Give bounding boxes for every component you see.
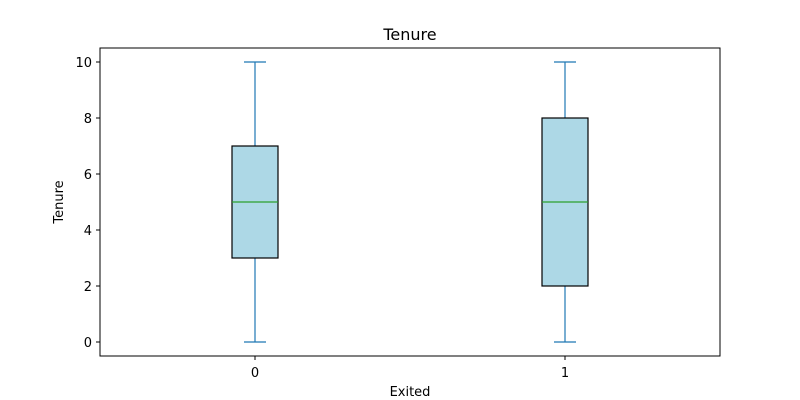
y-axis-label: Tenure — [52, 180, 67, 224]
box-series — [231, 61, 589, 343]
chart-title: Tenure — [382, 25, 436, 44]
x-tick-label: 0 — [251, 366, 259, 381]
y-axis: 0 2 4 6 8 10 — [75, 56, 100, 351]
x-tick-label: 1 — [561, 366, 569, 381]
y-tick-label: 0 — [84, 336, 92, 351]
box-plot-0 — [231, 61, 279, 343]
y-tick-label: 4 — [84, 224, 92, 239]
box-plot-1 — [541, 61, 589, 343]
y-tick-label: 6 — [84, 168, 92, 183]
y-tick-label: 2 — [84, 280, 92, 295]
x-axis-label: Exited — [390, 385, 431, 400]
y-tick-label: 10 — [75, 56, 92, 71]
plot-area — [99, 47, 721, 357]
y-tick-label: 8 — [84, 112, 92, 127]
